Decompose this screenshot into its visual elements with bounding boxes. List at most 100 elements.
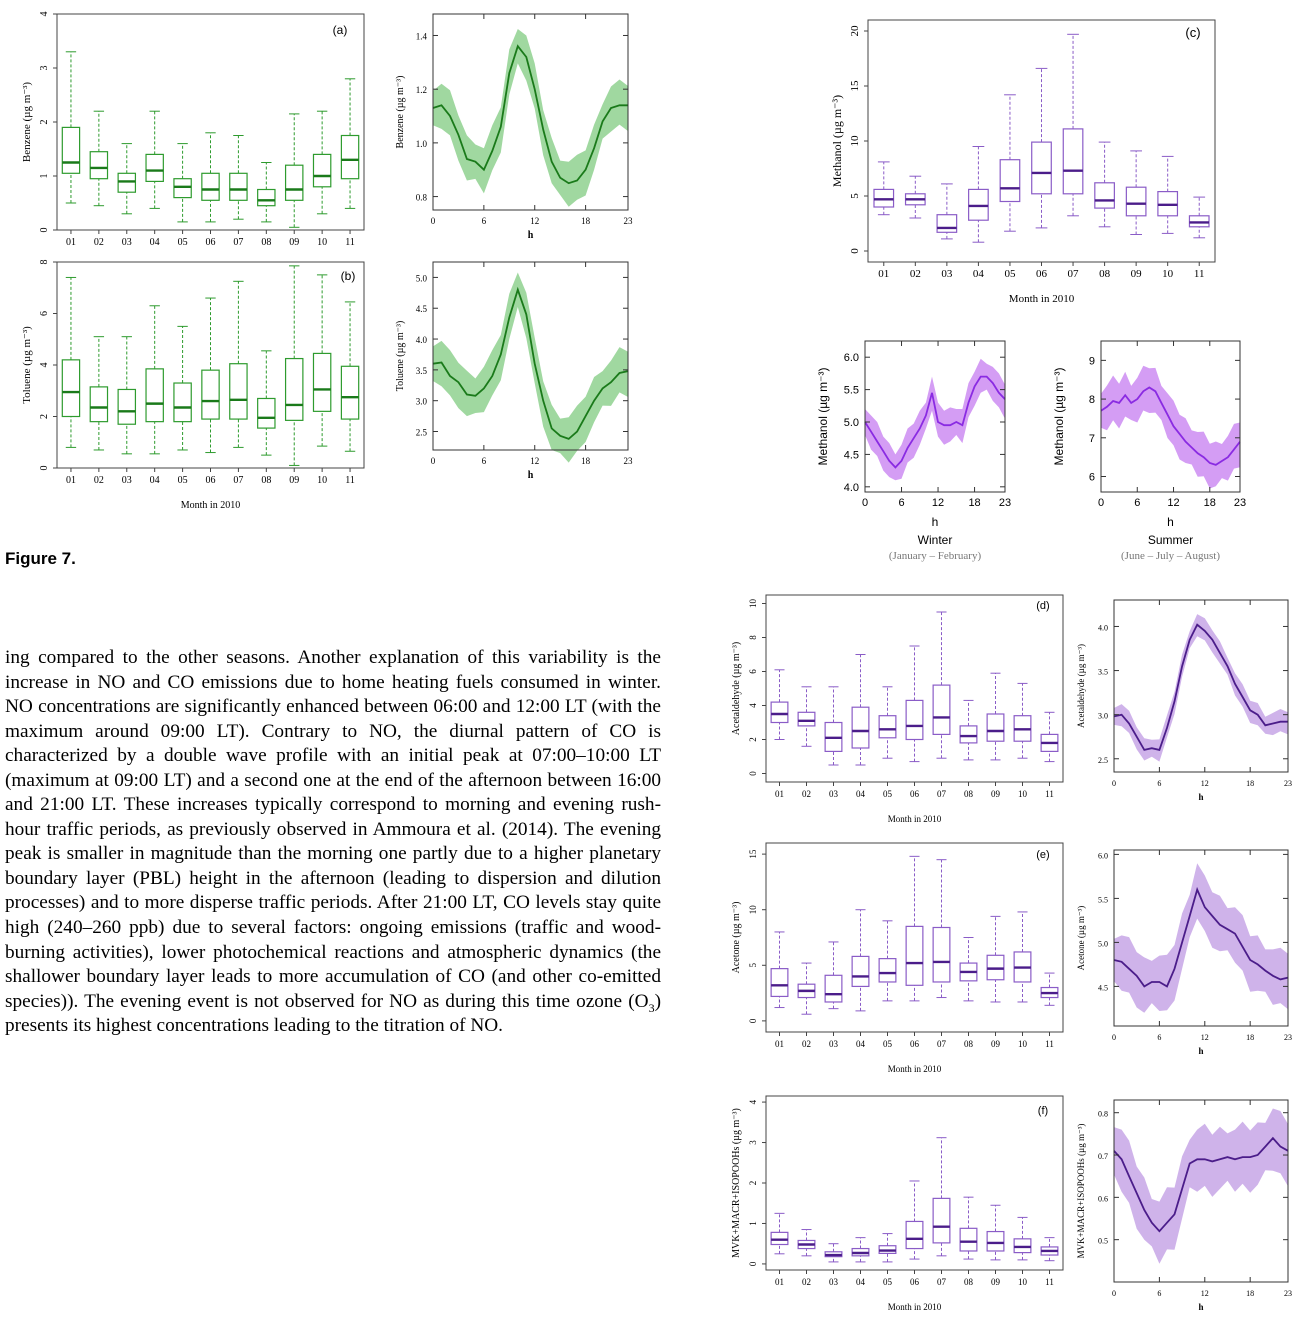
box-iqr	[851, 706, 870, 749]
box-04	[145, 110, 164, 209]
x-tick-label: 12	[1201, 1289, 1209, 1298]
y-tick-label: 5.5	[844, 385, 859, 397]
chart-f-diurnal: 0 6 12 18 23 0.5 0.6 0.7 0.8 MVK+MACR+ISOPOOHs (µ…	[1076, 1099, 1292, 1312]
x-tick-label: 12	[1201, 1033, 1209, 1042]
box-iqr	[905, 1220, 924, 1250]
panel-tag: (e)	[1036, 849, 1049, 861]
x-tick-label: 05	[883, 789, 893, 799]
mean-line	[432, 286, 629, 440]
box-iqr	[89, 151, 109, 180]
x-tick-label: 18	[1246, 1033, 1254, 1042]
x-tick-label: 08	[964, 789, 974, 799]
y-tick-label: 2.5	[416, 428, 428, 438]
y-tick-label: 2	[39, 120, 50, 125]
y-tick-label: 6	[39, 311, 50, 316]
y-tick-label: 1.0	[416, 139, 428, 149]
box-iqr	[824, 974, 843, 1003]
box-10	[1157, 155, 1179, 234]
y-tick-label: 20	[849, 25, 861, 37]
box-iqr	[257, 188, 276, 207]
x-tick-label: 0	[1098, 497, 1104, 509]
x-tick-label: 18	[968, 497, 980, 509]
x-tick-label: 07	[937, 1039, 947, 1049]
box-iqr	[1125, 186, 1147, 217]
x-tick-label: 23	[1284, 1033, 1292, 1042]
x-axis-label: Month in 2010	[181, 500, 240, 511]
x-axis-label: Month in 2010	[1009, 293, 1075, 305]
box-02	[797, 962, 816, 1015]
x-tick-label: 6	[1157, 779, 1161, 788]
box-iqr	[797, 711, 816, 727]
box-iqr	[61, 126, 81, 174]
y-axis-label: Toluene (µg m⁻³)	[395, 321, 406, 392]
box-iqr	[932, 926, 951, 983]
x-tick-label: 6	[1134, 497, 1140, 509]
x-tick-label: 04	[973, 268, 985, 280]
y-tick-label: 3	[748, 1140, 758, 1145]
x-tick-label: 6	[1157, 1289, 1161, 1298]
y-tick-label: 2	[748, 1181, 758, 1186]
y-tick-label: 4.0	[844, 482, 859, 494]
confidence-band	[1101, 365, 1240, 489]
box-10	[1013, 911, 1032, 1003]
x-tick-label: 02	[802, 1039, 811, 1049]
x-tick-label: 6	[482, 216, 487, 226]
y-axis-label: Methanol (µg m⁻³)	[816, 368, 830, 466]
box-01	[61, 51, 81, 204]
x-tick-label: 03	[122, 475, 132, 486]
box-iqr	[878, 715, 897, 739]
box-01	[770, 931, 789, 1009]
box-iqr	[770, 1231, 789, 1246]
mean-line	[1100, 386, 1241, 466]
x-axis-label: h	[1167, 515, 1174, 529]
x-axis-label: h	[528, 470, 534, 481]
box-iqr	[340, 365, 360, 420]
box-iqr	[878, 958, 897, 983]
chart-a-diurnal: 0 6 12 18 23 0.8 1.0 1.2 1.4 Benzene (µg m⁻³) h	[395, 13, 634, 241]
y-tick-label: 10	[748, 905, 758, 915]
box-03	[824, 686, 843, 766]
y-tick-label: 4	[748, 703, 758, 708]
box-iqr	[145, 153, 164, 182]
box-10	[312, 274, 332, 447]
chart-b-diurnal: 0 6 12 18 23 2.5 3.0 3.5 4.0 4.5 5.0 Toluene (µg m⁻…	[395, 261, 634, 481]
y-tick-label: 1	[748, 1221, 758, 1226]
x-axis-label: Month in 2010	[888, 814, 942, 824]
y-tick-label: 15	[748, 849, 758, 859]
x-tick-label: 05	[883, 1039, 893, 1049]
x-tick-label: 05	[178, 475, 188, 486]
y-tick-label: 5.5	[1098, 895, 1108, 904]
chart-d-box: 01 02 03 04 05 06 07 08 09 10 110246810Acetaldehyd…	[732, 594, 1064, 824]
box-09	[986, 1204, 1005, 1261]
x-tick-label: 01	[775, 1277, 784, 1287]
box-04	[851, 654, 870, 766]
x-tick-label: 03	[829, 1039, 839, 1049]
y-tick-label: 0	[39, 466, 50, 471]
x-tick-label: 23	[624, 216, 634, 226]
y-tick-label: 6.0	[1098, 851, 1108, 860]
x-tick-label: 02	[802, 789, 811, 799]
x-tick-label: 07	[233, 475, 243, 486]
x-tick-label: 08	[1099, 268, 1111, 280]
box-05	[878, 920, 897, 1002]
box-iqr	[905, 699, 924, 741]
confidence-band	[1114, 1108, 1288, 1264]
x-tick-label: 06	[1036, 268, 1048, 280]
box-03	[117, 336, 137, 455]
y-tick-label: 0	[748, 771, 758, 776]
x-tick-label: 0	[431, 456, 436, 466]
box-11	[1040, 1237, 1059, 1262]
x-tick-label: 23	[624, 456, 634, 466]
x-tick-label: 11	[345, 475, 355, 486]
box-iqr	[284, 357, 304, 421]
x-tick-label: 10	[1018, 1039, 1028, 1049]
box-iqr	[257, 397, 276, 429]
box-09	[284, 265, 304, 466]
box-02	[904, 175, 926, 219]
y-tick-label: 4.5	[416, 304, 428, 314]
box-07	[229, 280, 248, 448]
x-tick-label: 12	[1167, 497, 1179, 509]
x-tick-label: 23	[1284, 1289, 1292, 1298]
